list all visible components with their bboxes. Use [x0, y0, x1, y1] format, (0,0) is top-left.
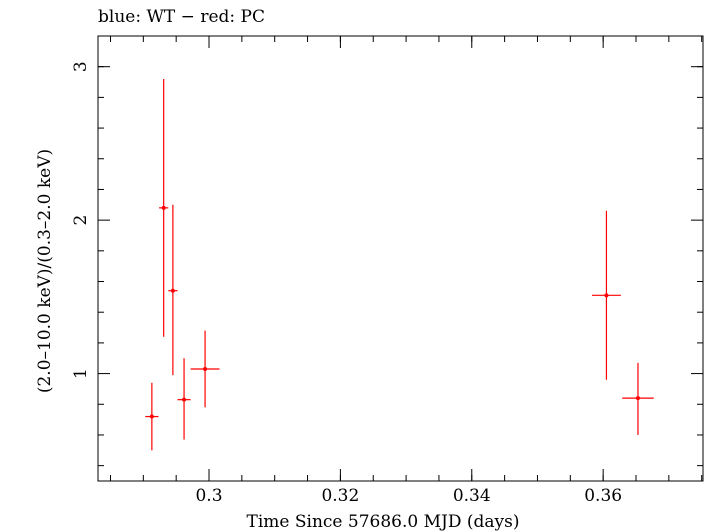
y-tick-label: 2 [71, 215, 91, 226]
x-axis-label: Time Since 57686.0 MJD (days) [247, 512, 520, 532]
x-tick-label: 0.32 [321, 486, 359, 506]
y-tick-label: 1 [71, 368, 91, 379]
chart-title: blue: WT − red: PC [98, 7, 265, 27]
axis-ticks [98, 36, 703, 481]
point-marker [182, 397, 187, 402]
data-point [145, 382, 159, 451]
x-tick-label: 0.36 [584, 486, 622, 506]
point-marker [635, 396, 640, 401]
point-marker [170, 288, 175, 293]
data-point [177, 358, 191, 440]
data-point [159, 78, 169, 337]
point-marker [604, 293, 609, 298]
y-axis-label: (2.0–10.0 keV)/(0.3–2.0 keV) [35, 149, 55, 393]
axis-tick-labels: 0.3 0.32 0.34 0.36 1 2 3 [71, 61, 622, 506]
data-points [145, 78, 654, 451]
point-marker [161, 205, 166, 210]
data-point [622, 362, 654, 435]
point-marker [149, 414, 154, 419]
data-point [190, 330, 220, 408]
data-point [591, 210, 621, 380]
y-tick-label: 3 [71, 61, 91, 72]
x-tick-label: 0.34 [453, 486, 491, 506]
data-point [168, 204, 178, 376]
point-marker [203, 366, 208, 371]
plot-frame [97, 35, 704, 482]
x-tick-label: 0.3 [195, 486, 222, 506]
